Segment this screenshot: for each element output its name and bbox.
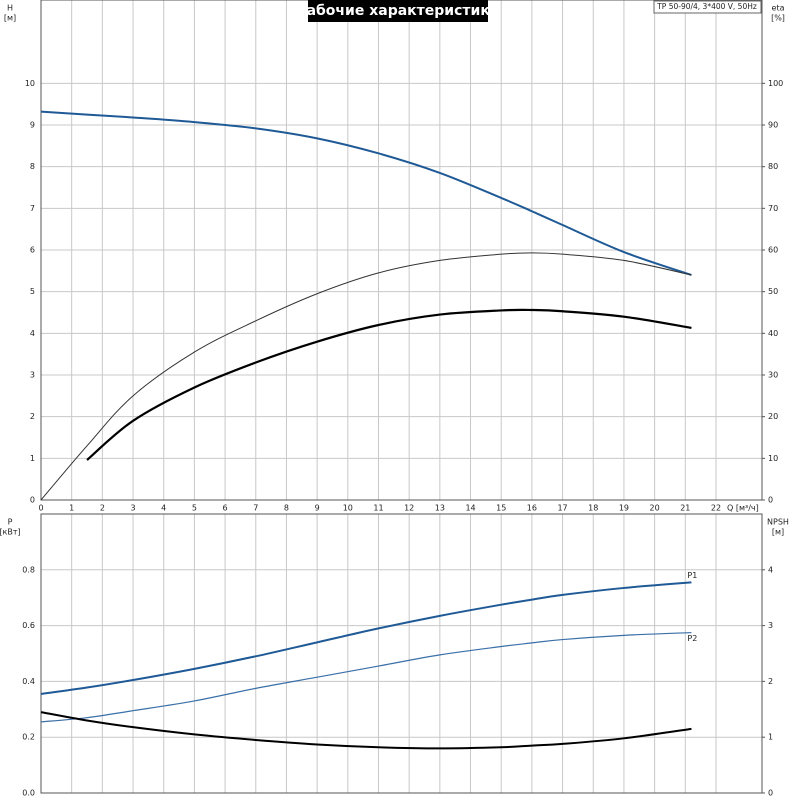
y-tick-label: 6	[30, 246, 35, 255]
y2-axis-label: NPSH	[767, 518, 789, 527]
y2-tick-label: 0	[768, 496, 773, 505]
x-tick-label: 11	[373, 504, 383, 513]
curve	[40, 711, 692, 750]
curve	[40, 581, 692, 695]
y-tick-label: 5	[30, 287, 35, 296]
x-tick-label: 0	[38, 504, 43, 513]
x-tick-label: 15	[496, 504, 506, 513]
info-box	[653, 0, 762, 14]
y-tick-label: 0	[30, 496, 35, 505]
y2-axis-unit: [%]	[771, 14, 785, 23]
chart-subtitle: TP 50-90/4, 3*400 V, 50Hz	[656, 2, 757, 11]
x-tick-label: 21	[680, 504, 690, 513]
y-axis-unit: [м]	[4, 14, 16, 23]
x-tick-label: 22	[711, 504, 721, 513]
y2-tick-label: 30	[768, 371, 778, 380]
y2-axis-label: eta	[772, 4, 785, 13]
y-axis-label: H	[7, 4, 13, 13]
x-tick-label: 3	[130, 504, 135, 513]
curve	[40, 252, 692, 501]
plot-frame	[40, 0, 763, 501]
x-axis-label: Q [м³/ч]	[727, 504, 759, 513]
y2-tick-label: 50	[768, 287, 778, 296]
y-tick-label: 8	[30, 162, 35, 171]
y2-tick-label: 70	[768, 204, 778, 213]
y2-tick-label: 2	[768, 677, 773, 686]
x-tick-label: 14	[465, 504, 475, 513]
y-tick-label: 0.4	[22, 677, 35, 686]
y-tick-label: 0.2	[22, 733, 35, 742]
curve	[40, 631, 692, 723]
x-tick-label: 4	[161, 504, 166, 513]
x-tick-label: 5	[192, 504, 197, 513]
y-tick-label: 0.6	[22, 621, 35, 630]
chart-title: Рабочие характеристики	[296, 3, 499, 19]
y-tick-label: 7	[30, 204, 35, 213]
y2-tick-label: 4	[768, 565, 773, 574]
series-label: P2	[687, 634, 697, 643]
y-tick-label: 0.0	[22, 789, 35, 798]
y2-tick-label: 60	[768, 246, 778, 255]
y2-tick-label: 90	[768, 121, 778, 130]
y2-tick-label: 0	[768, 789, 773, 798]
y-axis-label: P	[8, 518, 13, 527]
y2-tick-label: 1	[768, 733, 773, 742]
y-tick-label: 9	[30, 121, 35, 130]
curve	[40, 110, 692, 276]
x-tick-label: 9	[315, 504, 320, 513]
y-tick-label: 3	[30, 371, 35, 380]
y2-axis-unit: [м]	[772, 528, 784, 537]
y2-tick-label: 100	[768, 79, 783, 88]
x-tick-label: 18	[588, 504, 598, 513]
plot-frame	[40, 513, 763, 794]
x-tick-label: 1	[69, 504, 74, 513]
x-tick-label: 17	[557, 504, 567, 513]
y-tick-label: 4	[30, 329, 35, 338]
curve	[86, 308, 692, 461]
y2-tick-label: 40	[768, 329, 778, 338]
y-tick-label: 2	[30, 412, 35, 421]
x-tick-label: 13	[435, 504, 445, 513]
y-axis-unit: [кВт]	[0, 528, 21, 537]
y2-tick-label: 10	[768, 454, 778, 463]
y2-tick-label: 3	[768, 621, 773, 630]
title-box	[308, 0, 488, 22]
y-tick-label: 1	[30, 454, 35, 463]
series-label: P1	[687, 571, 697, 580]
x-tick-label: 20	[650, 504, 660, 513]
x-tick-label: 10	[343, 504, 353, 513]
x-tick-label: 8	[284, 504, 289, 513]
y-tick-label: 0.8	[22, 565, 35, 574]
x-tick-label: 16	[527, 504, 537, 513]
x-tick-label: 7	[253, 504, 258, 513]
x-tick-label: 12	[404, 504, 414, 513]
x-tick-label: 6	[223, 504, 228, 513]
y2-tick-label: 20	[768, 412, 778, 421]
x-tick-label: 19	[619, 504, 629, 513]
x-tick-label: 2	[100, 504, 105, 513]
y-tick-label: 10	[25, 79, 35, 88]
y2-tick-label: 80	[768, 162, 778, 171]
